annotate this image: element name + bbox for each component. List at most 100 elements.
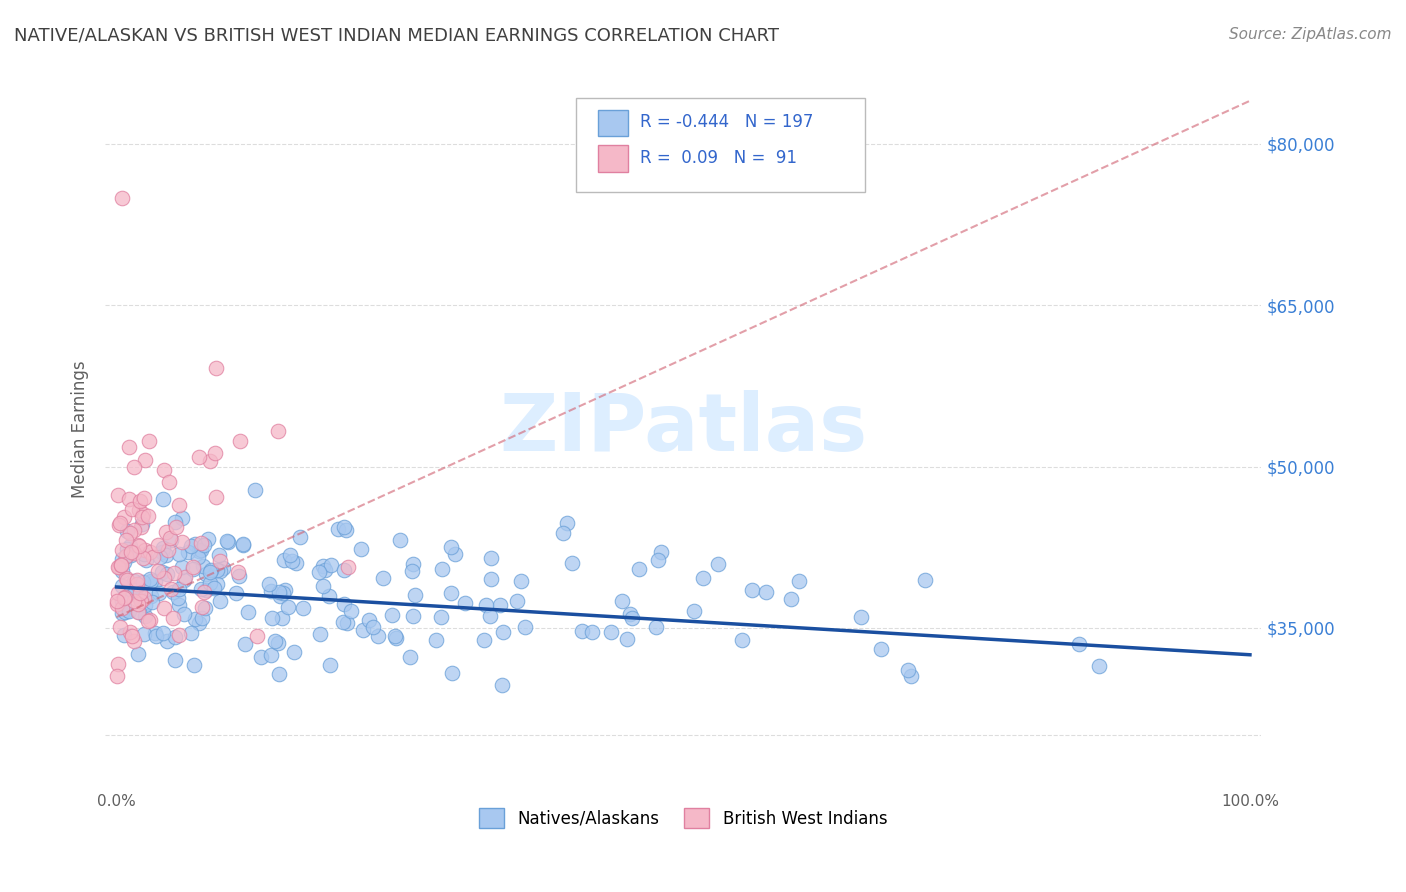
Point [107,586,129,600]
Point [741,582,763,597]
Point [187,549,209,564]
Point [645,620,668,634]
Point [149,550,172,565]
Point [122,634,145,648]
Point [193,558,215,573]
Point [157,542,180,557]
Text: ZIPatlas: ZIPatlas [499,390,868,468]
Point [112,628,135,642]
Point [897,663,920,677]
Point [515,620,537,634]
Point [190,599,212,614]
Point [384,629,406,643]
Point [849,610,872,624]
Point [131,509,153,524]
Point [139,589,162,603]
Point [190,543,212,558]
Point [174,570,197,584]
Point [359,613,381,627]
Point [257,577,280,591]
Point [114,605,136,619]
Point [318,590,340,604]
Point [273,552,295,566]
Point [150,565,173,579]
Point [148,585,170,599]
Point [115,549,138,563]
Point [628,562,651,576]
Point [132,574,155,589]
Point [581,625,603,640]
Point [337,559,360,574]
Point [283,645,305,659]
Point [204,490,226,504]
Legend: Natives/Alaskans, British West Indians: Natives/Alaskans, British West Indians [472,801,894,835]
Point [274,582,297,597]
Point [134,608,156,623]
Point [333,563,356,577]
Point [232,537,254,551]
Point [336,615,359,630]
Point [167,498,190,512]
Point [187,615,209,630]
Point [333,520,356,534]
Point [165,653,187,667]
Point [187,450,209,465]
Point [440,586,463,600]
Point [152,545,174,559]
Point [155,524,177,539]
Point [194,566,217,581]
Point [571,624,593,638]
Point [122,574,145,588]
Point [779,591,801,606]
Point [124,593,146,607]
Point [209,554,232,568]
Point [647,553,669,567]
Point [869,642,891,657]
Point [115,524,138,539]
Point [128,502,150,516]
Point [236,605,259,619]
Point [440,540,463,554]
Point [472,632,495,647]
Point [312,558,335,573]
Point [787,574,810,588]
Point [621,611,644,625]
Point [110,558,132,573]
Point [121,583,143,598]
Point [143,626,166,640]
Point [120,526,142,541]
Point [107,560,129,574]
Point [128,539,150,553]
Point [117,541,139,556]
Point [491,678,513,692]
Point [510,574,533,588]
Point [115,574,138,588]
Point [266,636,288,650]
Point [105,594,128,608]
Point [156,567,179,582]
Point [138,434,160,448]
Point [152,541,174,555]
Point [165,520,187,534]
Point [361,620,384,634]
Point [319,658,342,673]
Point [312,579,335,593]
Point [388,533,411,547]
Point [115,549,138,564]
Point [271,611,294,625]
Point [114,591,136,605]
Point [193,584,215,599]
Point [250,649,273,664]
Point [127,538,149,552]
Point [177,545,200,559]
Point [111,607,134,621]
Point [159,531,181,545]
Point [314,563,336,577]
Point [127,576,149,591]
Point [900,669,922,683]
Point [127,647,149,661]
Point [111,552,134,566]
Point [200,563,222,577]
Point [120,548,142,562]
Point [159,533,181,548]
